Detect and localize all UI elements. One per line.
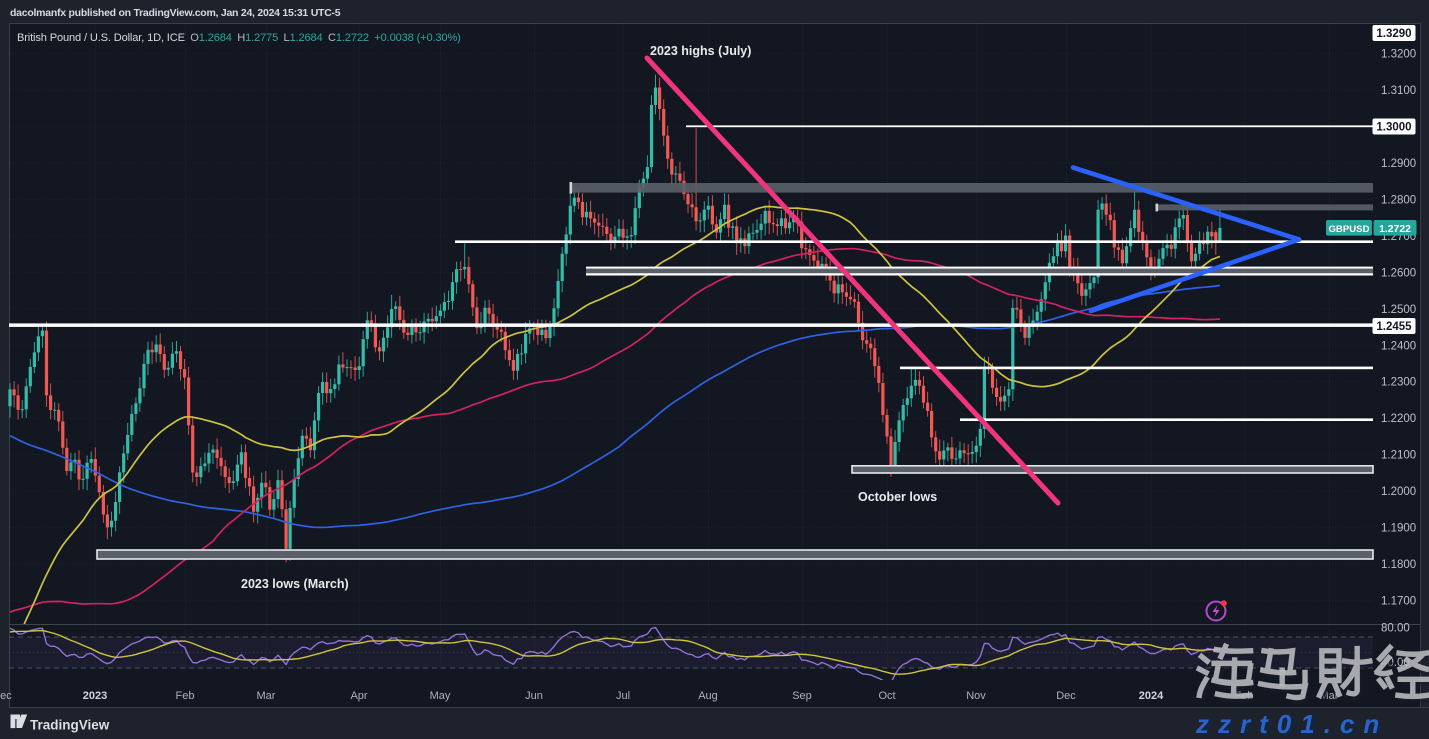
svg-text:zzrt01.cn: zzrt01.cn: [1198, 712, 1391, 739]
svg-text:1.1800: 1.1800: [1381, 559, 1416, 571]
svg-text:Feb: Feb: [176, 690, 195, 702]
svg-text:Dec: Dec: [1056, 690, 1076, 702]
svg-text:1.3000: 1.3000: [1376, 122, 1411, 134]
svg-text:Oct: Oct: [878, 690, 895, 702]
svg-text:1.1700: 1.1700: [1381, 596, 1416, 608]
svg-text:1.2000: 1.2000: [1381, 486, 1416, 498]
svg-text:1.2900: 1.2900: [1381, 158, 1416, 170]
svg-text:zzrt01.cn: zzrt01.cn: [1195, 709, 1388, 739]
svg-text:GBPUSD: GBPUSD: [1328, 224, 1369, 235]
svg-text:1.2200: 1.2200: [1381, 413, 1416, 425]
svg-text:Sep: Sep: [792, 690, 812, 702]
svg-text:1.2300: 1.2300: [1381, 377, 1416, 389]
svg-text:British Pound / U.S. Dollar, 1: British Pound / U.S. Dollar, 1D, ICE O1.…: [17, 32, 461, 44]
svg-text:Aug: Aug: [698, 690, 718, 702]
svg-text:1.2800: 1.2800: [1381, 194, 1416, 206]
svg-text:May: May: [430, 690, 451, 702]
svg-text:dacolmanfx published on Tradin: dacolmanfx published on TradingView.com,…: [10, 7, 341, 19]
svg-text:1.2600: 1.2600: [1381, 267, 1416, 279]
svg-text:TradingView: TradingView: [30, 718, 110, 733]
svg-text:80.00: 80.00: [1381, 623, 1410, 635]
svg-text:2023 lows (March): 2023 lows (March): [241, 577, 349, 591]
svg-text:2023 highs (July): 2023 highs (July): [650, 44, 751, 58]
svg-text:1.2500: 1.2500: [1381, 304, 1416, 316]
svg-text:Dec: Dec: [0, 690, 12, 702]
svg-text:2023: 2023: [83, 690, 107, 702]
svg-text:1.2455: 1.2455: [1376, 321, 1412, 333]
svg-text:1.1900: 1.1900: [1381, 523, 1416, 535]
svg-text:Apr: Apr: [350, 690, 367, 702]
svg-text:1.3200: 1.3200: [1381, 49, 1416, 61]
svg-text:2024: 2024: [1139, 690, 1164, 702]
svg-text:1.2400: 1.2400: [1381, 340, 1416, 352]
svg-text:Nov: Nov: [966, 690, 986, 702]
svg-text:Mar: Mar: [257, 690, 276, 702]
svg-text:1.2722: 1.2722: [1379, 224, 1411, 235]
svg-text:1.3100: 1.3100: [1381, 85, 1416, 97]
svg-text:October lows: October lows: [858, 490, 937, 504]
svg-text:Jul: Jul: [616, 690, 630, 702]
svg-text:1.3290: 1.3290: [1376, 28, 1411, 40]
svg-text:1.2100: 1.2100: [1381, 450, 1416, 462]
svg-text:Jun: Jun: [525, 690, 543, 702]
